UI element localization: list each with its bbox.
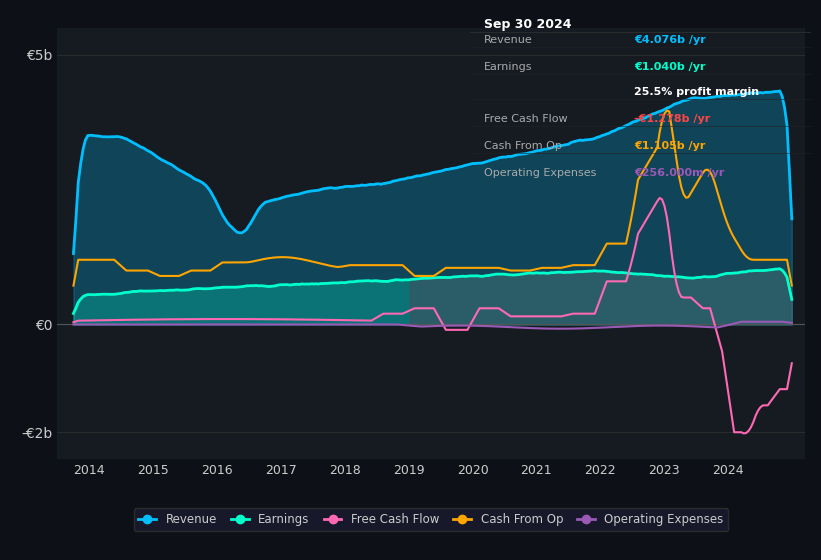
Text: €1.105b /yr: €1.105b /yr <box>634 141 705 151</box>
Text: €4.076b /yr: €4.076b /yr <box>634 35 706 45</box>
Text: €1.040b /yr: €1.040b /yr <box>634 62 705 72</box>
Text: Revenue: Revenue <box>484 35 533 45</box>
Text: €256.000m /yr: €256.000m /yr <box>634 167 724 178</box>
Text: 25.5% profit margin: 25.5% profit margin <box>634 87 759 97</box>
Text: Cash From Op: Cash From Op <box>484 141 562 151</box>
Text: -€1.278b /yr: -€1.278b /yr <box>634 114 710 124</box>
Text: Sep 30 2024: Sep 30 2024 <box>484 18 571 31</box>
Text: Operating Expenses: Operating Expenses <box>484 167 596 178</box>
Legend: Revenue, Earnings, Free Cash Flow, Cash From Op, Operating Expenses: Revenue, Earnings, Free Cash Flow, Cash … <box>134 508 728 531</box>
Text: Earnings: Earnings <box>484 62 533 72</box>
Text: Free Cash Flow: Free Cash Flow <box>484 114 567 124</box>
